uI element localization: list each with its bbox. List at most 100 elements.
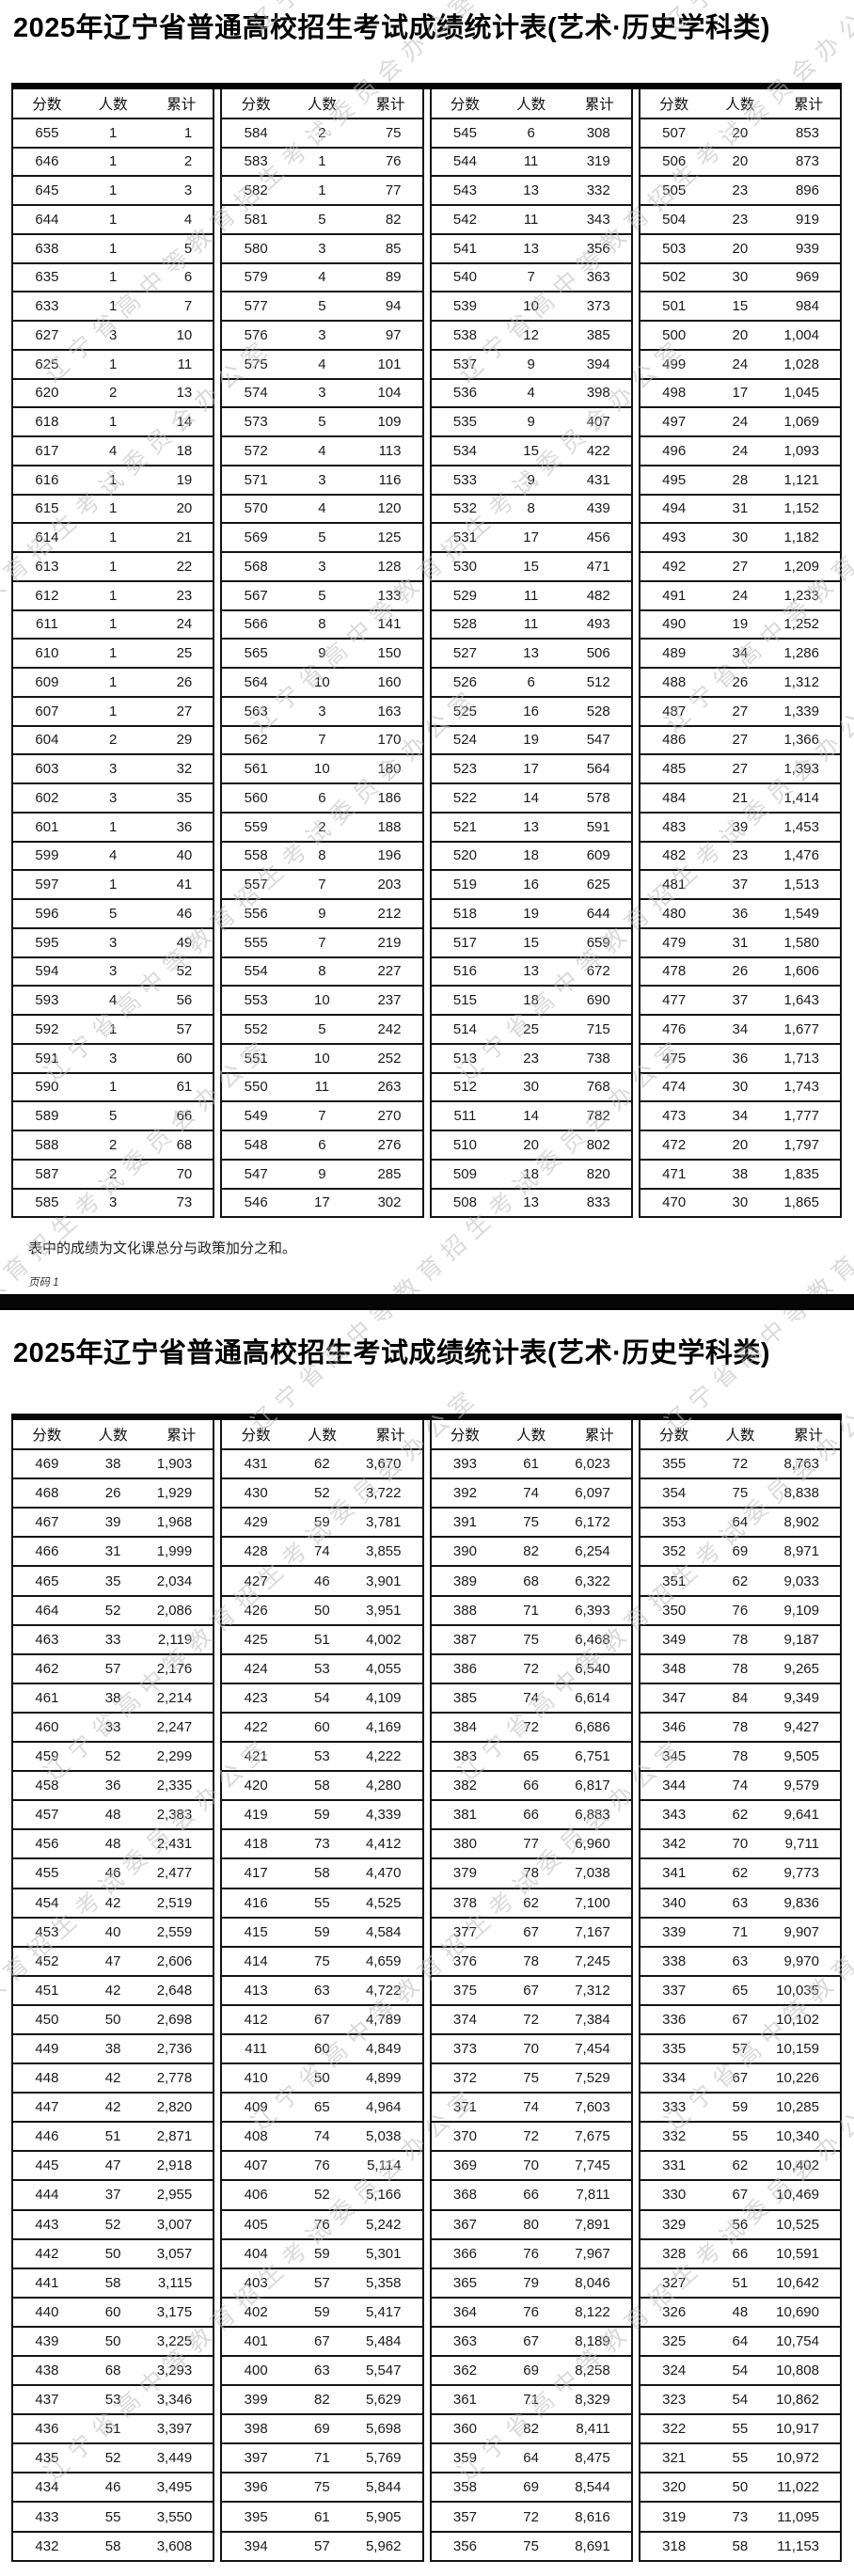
cumulative-cell: 35 <box>145 783 214 814</box>
cumulative-cell: 18 <box>145 436 214 466</box>
table-row: 555 7 219 <box>221 927 423 958</box>
table-row: 380 77 6,960 <box>430 1829 632 1860</box>
cumulative-cell: 3,781 <box>354 1508 423 1539</box>
table-row: 430 52 3,722 <box>221 1478 423 1509</box>
table-row: 502 30 969 <box>639 262 841 293</box>
score-cell: 386 <box>430 1653 499 1684</box>
score-cell: 364 <box>430 2297 499 2328</box>
count-cell: 11 <box>498 205 563 235</box>
count-cell: 65 <box>290 2093 355 2124</box>
count-cell: 1 <box>80 292 146 322</box>
table-row: 531 17 456 <box>430 523 632 553</box>
cumulative-cell: 7,167 <box>562 1917 632 1948</box>
count-cell: 2 <box>80 378 146 409</box>
cumulative-cell: 116 <box>354 465 423 496</box>
cumulative-cell: 4,722 <box>354 1975 423 2006</box>
score-cell: 533 <box>430 465 499 496</box>
count-cell: 31 <box>80 1537 146 1568</box>
cumulative-cell: 7 <box>145 292 214 322</box>
cumulative-cell: 21 <box>145 523 214 553</box>
table-row: 319 73 11,095 <box>639 2502 841 2533</box>
table-row: 529 11 482 <box>430 580 632 611</box>
table-row: 566 8 141 <box>221 609 423 640</box>
count-cell: 73 <box>290 1829 355 1860</box>
cumulative-cell: 2,299 <box>145 1742 214 1773</box>
cumulative-cell: 3,495 <box>145 2473 214 2504</box>
score-cell: 377 <box>430 1917 499 1948</box>
count-cell: 47 <box>80 1946 146 1977</box>
table-row: 556 9 212 <box>221 899 423 929</box>
score-group-table-3: 分数 人数 累计 393 61 6,023 392 74 6,097 391 75 6,172 390 8… <box>429 1420 633 2562</box>
cumulative-cell: 3,293 <box>145 2356 214 2387</box>
cumulative-cell: 512 <box>562 668 632 698</box>
table-row: 420 58 4,280 <box>221 1771 423 1802</box>
cumulative-cell: 82 <box>354 205 423 235</box>
score-cell: 635 <box>12 262 81 293</box>
count-cell: 73 <box>707 2502 773 2533</box>
count-cell: 52 <box>290 2180 355 2211</box>
count-cell: 15 <box>498 436 563 466</box>
table-row: 421 53 4,222 <box>221 1742 423 1773</box>
score-cell: 351 <box>639 1566 708 1597</box>
cumulative-cell: 94 <box>354 292 423 322</box>
page-title: 2025年辽宁省普通高校招生考试成绩统计表(艺术·历史学科类) <box>13 13 770 43</box>
score-cell: 536 <box>430 378 499 409</box>
cumulative-cell: 2,559 <box>145 1917 214 1948</box>
cumulative-cell: 2,736 <box>145 2033 214 2065</box>
score-cell: 569 <box>221 523 291 553</box>
cumulative-cell: 10,642 <box>772 2268 841 2299</box>
score-cell: 514 <box>430 1015 499 1045</box>
score-cell: 655 <box>12 118 81 149</box>
table-row: 424 53 4,055 <box>221 1653 423 1684</box>
score-cell: 571 <box>221 465 291 496</box>
cumulative-cell: 46 <box>145 899 214 929</box>
count-cell: 57 <box>290 2268 355 2299</box>
table-row: 357 72 8,616 <box>430 2502 632 2533</box>
count-cell: 8 <box>290 841 355 872</box>
count-cell: 1 <box>80 494 146 525</box>
count-cell: 4 <box>498 378 563 409</box>
score-cell: 559 <box>221 812 291 843</box>
cumulative-cell: 8,971 <box>772 1537 841 1568</box>
header-row: 分数 人数 累计 <box>639 89 841 119</box>
count-cell: 54 <box>290 1683 355 1714</box>
cumulative-cell: 25 <box>145 639 214 669</box>
table-row: 385 74 6,614 <box>430 1683 632 1714</box>
cumulative-cell: 1,643 <box>772 986 841 1016</box>
table-row: 595 3 49 <box>12 927 214 958</box>
score-cell: 462 <box>12 1653 81 1684</box>
count-cell: 23 <box>498 1043 563 1074</box>
cumulative-cell: 11,095 <box>772 2502 841 2533</box>
count-cell: 12 <box>498 321 563 351</box>
score-cell: 548 <box>221 1130 291 1161</box>
score-cell: 437 <box>12 2385 81 2416</box>
score-cell: 387 <box>430 1624 499 1655</box>
score-cell: 530 <box>430 552 499 582</box>
table-row: 403 57 5,358 <box>221 2268 423 2299</box>
cumulative-cell: 7,529 <box>562 2063 632 2094</box>
count-cell: 65 <box>707 1975 773 2006</box>
cumulative-cell: 1,045 <box>772 378 841 409</box>
table-row: 377 67 7,167 <box>430 1917 632 1948</box>
count-cell: 4 <box>290 494 355 525</box>
count-cell: 55 <box>290 1888 355 1919</box>
cumulative-cell: 672 <box>562 956 632 988</box>
score-cell: 501 <box>639 292 708 322</box>
table-row: 467 39 1,968 <box>12 1508 214 1539</box>
score-cell: 486 <box>639 725 708 756</box>
score-cell: 498 <box>639 378 708 409</box>
score-cell: 601 <box>12 812 81 843</box>
table-row: 446 51 2,871 <box>12 2122 214 2153</box>
count-cell: 15 <box>498 552 563 582</box>
score-cell: 577 <box>221 292 291 322</box>
count-cell: 28 <box>707 465 773 496</box>
count-cell: 13 <box>498 176 563 206</box>
cumulative-cell: 1,366 <box>772 725 841 756</box>
cumulative-cell: 9,265 <box>772 1653 841 1684</box>
count-cell: 38 <box>80 1683 146 1714</box>
count-cell: 15 <box>707 292 773 322</box>
count-cell: 58 <box>80 2268 146 2299</box>
table-row: 534 15 422 <box>430 436 632 466</box>
table-row: 513 23 738 <box>430 1043 632 1074</box>
score-cell: 526 <box>430 668 499 698</box>
